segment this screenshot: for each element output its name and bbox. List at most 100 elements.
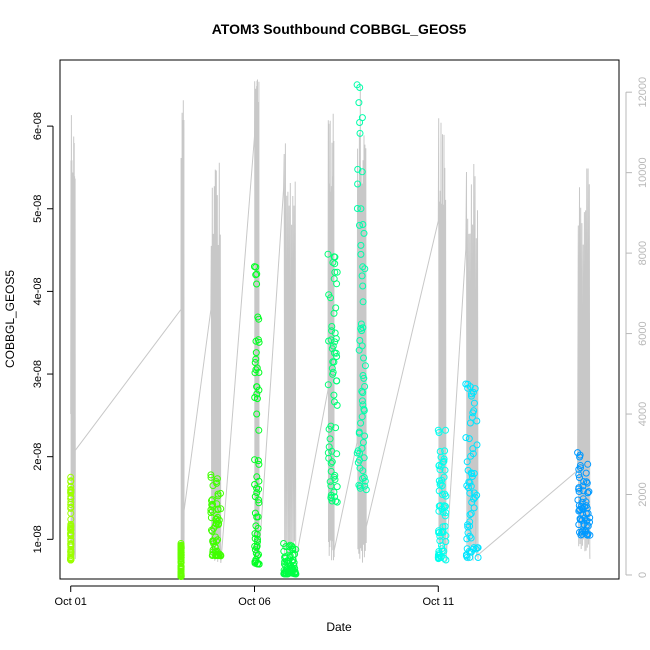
data-point bbox=[357, 250, 365, 258]
data-point bbox=[470, 495, 478, 503]
data-point bbox=[255, 338, 263, 346]
data-point bbox=[440, 455, 448, 463]
data-point bbox=[333, 377, 341, 385]
data-point bbox=[469, 388, 477, 396]
data-point bbox=[435, 461, 443, 469]
y2-tick-label: 10000 bbox=[637, 157, 649, 188]
data-point bbox=[254, 513, 262, 521]
data-point bbox=[356, 129, 364, 137]
data-point bbox=[251, 542, 259, 550]
data-point bbox=[466, 553, 474, 561]
data-point bbox=[255, 560, 263, 568]
data-point bbox=[354, 447, 362, 455]
data-point bbox=[329, 342, 337, 350]
data-point bbox=[358, 168, 366, 176]
data-point bbox=[463, 482, 471, 490]
data-point bbox=[575, 485, 583, 493]
data-point bbox=[442, 492, 450, 500]
data-point bbox=[177, 573, 185, 580]
data-point bbox=[255, 460, 263, 468]
data-point bbox=[359, 467, 367, 475]
data-point bbox=[324, 449, 332, 457]
data-point bbox=[255, 477, 263, 485]
data-point bbox=[359, 389, 367, 397]
data-point bbox=[582, 469, 590, 477]
data-point bbox=[358, 397, 366, 405]
data-point bbox=[251, 546, 259, 554]
data-point bbox=[357, 320, 365, 328]
data-point bbox=[438, 542, 445, 550]
data-point bbox=[474, 554, 482, 561]
y2-axis: 0 2000 4000 6000 8000 10000 12000 bbox=[625, 77, 649, 578]
data-point bbox=[329, 370, 337, 378]
data-point bbox=[577, 464, 584, 472]
data-point bbox=[67, 486, 75, 494]
data-point bbox=[465, 435, 473, 443]
data-point bbox=[211, 544, 219, 551]
data-point bbox=[464, 466, 472, 474]
data-point bbox=[470, 399, 478, 407]
data-point bbox=[358, 272, 366, 280]
data-point bbox=[253, 484, 261, 492]
y2-tick-label: 4000 bbox=[637, 402, 649, 426]
data-point bbox=[214, 552, 222, 559]
data-point bbox=[67, 531, 75, 539]
data-point bbox=[287, 567, 295, 575]
data-point bbox=[67, 556, 75, 564]
data-point bbox=[438, 545, 446, 553]
data-point bbox=[356, 482, 364, 490]
data-point bbox=[292, 570, 300, 578]
data-point bbox=[585, 488, 593, 496]
data-point bbox=[358, 413, 366, 421]
data-point bbox=[575, 488, 583, 495]
data-point bbox=[579, 527, 587, 535]
data-point bbox=[462, 434, 470, 442]
data-point bbox=[469, 409, 477, 417]
data-point bbox=[331, 253, 339, 261]
data-point bbox=[255, 386, 263, 394]
data-point bbox=[470, 504, 478, 512]
data-point bbox=[331, 329, 339, 337]
data-point bbox=[474, 544, 482, 552]
data-point bbox=[253, 473, 261, 481]
data-point bbox=[213, 500, 221, 508]
data-point bbox=[328, 327, 336, 335]
data-point bbox=[467, 534, 475, 542]
data-point bbox=[355, 428, 363, 436]
data-point bbox=[441, 447, 449, 455]
data-points bbox=[67, 81, 594, 580]
data-point bbox=[217, 505, 225, 513]
data-point bbox=[468, 392, 475, 400]
data-point bbox=[576, 462, 584, 469]
data-point bbox=[576, 515, 584, 523]
data-point bbox=[324, 250, 332, 258]
data-point bbox=[253, 280, 261, 288]
data-point bbox=[466, 522, 474, 530]
data-point bbox=[208, 497, 215, 505]
data-point bbox=[254, 457, 262, 465]
data-point bbox=[214, 505, 222, 513]
data-point bbox=[217, 552, 225, 560]
data-point bbox=[255, 496, 262, 504]
data-point bbox=[254, 559, 262, 567]
data-point bbox=[251, 530, 259, 538]
data-point bbox=[442, 556, 450, 564]
data-point bbox=[252, 271, 260, 279]
data-point bbox=[353, 205, 361, 212]
data-point bbox=[286, 554, 294, 561]
altitude-line bbox=[70, 79, 591, 563]
data-point bbox=[357, 419, 365, 427]
data-point bbox=[439, 528, 447, 536]
data-point bbox=[442, 538, 450, 546]
data-point bbox=[251, 263, 258, 271]
y-tick-label: 5e-08 bbox=[32, 195, 44, 223]
data-point bbox=[67, 478, 75, 486]
data-point bbox=[361, 432, 369, 440]
data-point bbox=[330, 309, 338, 317]
altitude-track bbox=[70, 79, 591, 563]
plot-frame bbox=[59, 59, 620, 580]
data-point bbox=[253, 542, 261, 550]
data-point bbox=[207, 471, 215, 479]
data-point bbox=[255, 499, 263, 507]
data-point bbox=[209, 482, 217, 490]
